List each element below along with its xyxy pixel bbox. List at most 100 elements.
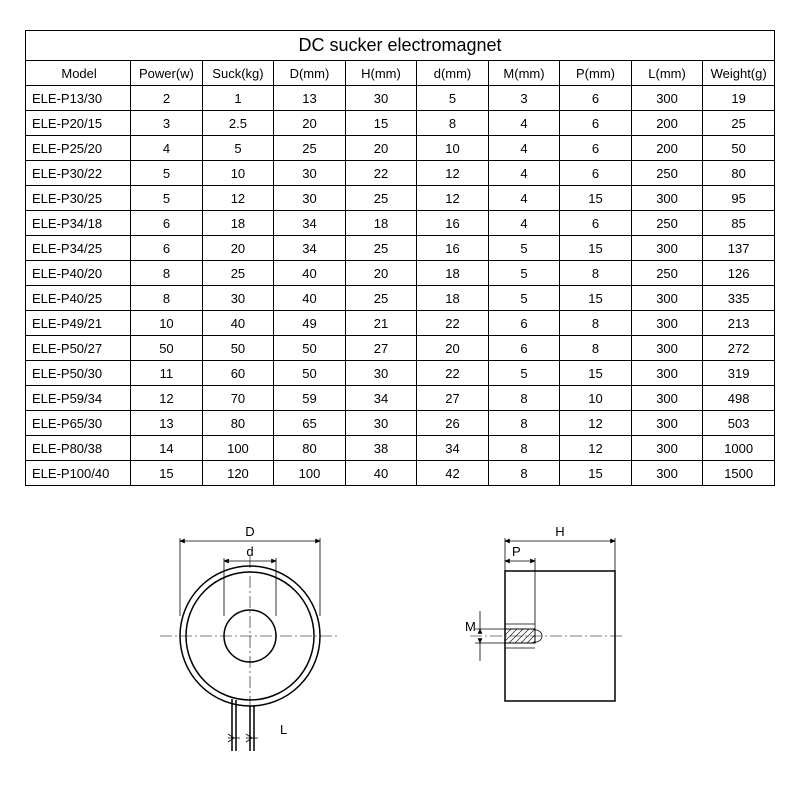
table-cell: 20: [274, 111, 346, 136]
table-cell: 50: [131, 336, 203, 361]
table-cell: 1000: [703, 436, 775, 461]
diagram-area: D d L: [25, 516, 775, 766]
table-row: ELE-P50/27505050272068300272: [26, 336, 775, 361]
table-cell: 12: [131, 386, 203, 411]
table-cell: 300: [631, 411, 703, 436]
table-cell: 8: [131, 286, 203, 311]
col-header: d(mm): [417, 61, 489, 86]
table-cell: 60: [202, 361, 274, 386]
table-cell: 503: [703, 411, 775, 436]
table-cell: 1: [202, 86, 274, 111]
table-cell: 250: [631, 261, 703, 286]
table-cell: 16: [417, 211, 489, 236]
table-cell: 300: [631, 336, 703, 361]
table-cell: 4: [488, 186, 560, 211]
table-cell: 250: [631, 161, 703, 186]
table-cell: 6: [560, 136, 632, 161]
table-cell: 126: [703, 261, 775, 286]
table-title: DC sucker electromagnet: [26, 31, 775, 61]
dim-label-D: D: [245, 524, 254, 539]
table-cell: 6: [131, 211, 203, 236]
table-cell: 30: [345, 411, 417, 436]
table-cell: 22: [417, 311, 489, 336]
table-cell: 300: [631, 186, 703, 211]
table-cell: 4: [131, 136, 203, 161]
table-cell: ELE-P34/18: [26, 211, 131, 236]
table-cell: 18: [417, 286, 489, 311]
table-cell: 5: [488, 236, 560, 261]
table-cell: ELE-P65/30: [26, 411, 131, 436]
table-cell: 30: [274, 161, 346, 186]
table-cell: 319: [703, 361, 775, 386]
table-cell: 300: [631, 86, 703, 111]
table-cell: ELE-P20/15: [26, 111, 131, 136]
table-cell: 16: [417, 236, 489, 261]
table-cell: 65: [274, 411, 346, 436]
table-cell: 2.5: [202, 111, 274, 136]
col-header: H(mm): [345, 61, 417, 86]
table-cell: 8: [560, 261, 632, 286]
col-header: D(mm): [274, 61, 346, 86]
table-cell: ELE-P100/40: [26, 461, 131, 486]
table-cell: 26: [417, 411, 489, 436]
table-cell: 8: [488, 386, 560, 411]
table-cell: 100: [274, 461, 346, 486]
table-cell: 3: [131, 111, 203, 136]
table-cell: 15: [560, 236, 632, 261]
table-cell: 5: [131, 186, 203, 211]
table-cell: 30: [274, 186, 346, 211]
table-cell: 80: [202, 411, 274, 436]
table-cell: 18: [202, 211, 274, 236]
table-row: ELE-P30/2551230251241530095: [26, 186, 775, 211]
table-cell: 40: [202, 311, 274, 336]
col-header: Model: [26, 61, 131, 86]
table-cell: ELE-P49/21: [26, 311, 131, 336]
col-header: P(mm): [560, 61, 632, 86]
table-cell: 300: [631, 436, 703, 461]
side-view-diagram: H P M: [450, 516, 650, 766]
table-cell: 27: [417, 386, 489, 411]
table-row: ELE-P80/38141008038348123001000: [26, 436, 775, 461]
table-cell: 6: [488, 311, 560, 336]
table-cell: 50: [703, 136, 775, 161]
table-cell: 14: [131, 436, 203, 461]
table-cell: 8: [417, 111, 489, 136]
table-cell: 34: [417, 436, 489, 461]
table-cell: 8: [488, 411, 560, 436]
table-cell: ELE-P40/20: [26, 261, 131, 286]
table-cell: 25: [202, 261, 274, 286]
dim-label-L: L: [280, 722, 287, 737]
table-cell: 300: [631, 461, 703, 486]
table-cell: 15: [560, 286, 632, 311]
table-cell: 5: [488, 286, 560, 311]
table-cell: 4: [488, 211, 560, 236]
table-cell: 34: [274, 236, 346, 261]
table-row: ELE-P50/301160503022515300319: [26, 361, 775, 386]
table-cell: ELE-P30/22: [26, 161, 131, 186]
table-cell: 10: [202, 161, 274, 186]
col-header: Suck(kg): [202, 61, 274, 86]
table-cell: 15: [345, 111, 417, 136]
col-header: M(mm): [488, 61, 560, 86]
table-cell: 19: [703, 86, 775, 111]
table-cell: 300: [631, 311, 703, 336]
table-row: ELE-P34/186183418164625085: [26, 211, 775, 236]
table-cell: 300: [631, 386, 703, 411]
table-cell: 18: [417, 261, 489, 286]
table-row: ELE-P20/1532.5201584620025: [26, 111, 775, 136]
table-cell: 300: [631, 236, 703, 261]
table-cell: 80: [274, 436, 346, 461]
table-cell: 6: [560, 211, 632, 236]
table-cell: 5: [131, 161, 203, 186]
table-row: ELE-P13/3021133053630019: [26, 86, 775, 111]
table-cell: 100: [202, 436, 274, 461]
table-cell: 38: [345, 436, 417, 461]
table-cell: 15: [560, 186, 632, 211]
table-cell: 5: [488, 261, 560, 286]
table-cell: ELE-P13/30: [26, 86, 131, 111]
table-cell: 5: [488, 361, 560, 386]
table-cell: 498: [703, 386, 775, 411]
table-cell: 25: [274, 136, 346, 161]
table-cell: 70: [202, 386, 274, 411]
table-cell: 6: [560, 86, 632, 111]
